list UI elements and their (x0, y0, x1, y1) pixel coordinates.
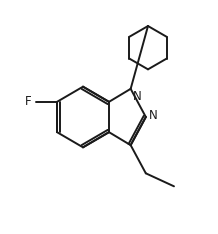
Text: F: F (24, 95, 31, 108)
Text: N: N (133, 90, 141, 103)
Text: N: N (149, 110, 158, 122)
